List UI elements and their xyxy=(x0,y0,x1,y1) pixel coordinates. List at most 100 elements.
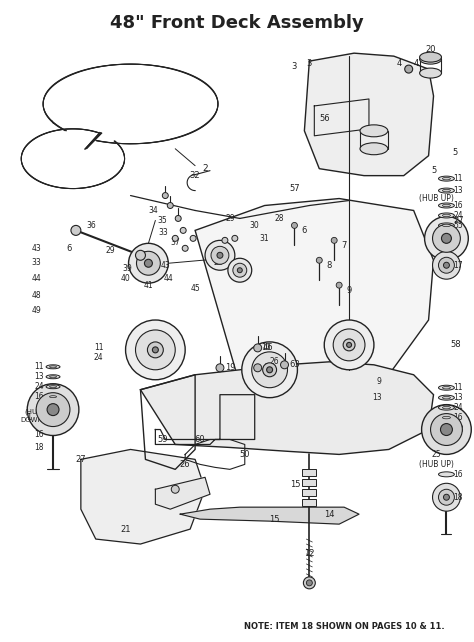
Bar xyxy=(302,480,316,486)
Text: 28: 28 xyxy=(275,214,284,223)
Text: 36: 36 xyxy=(86,221,96,230)
Text: 27: 27 xyxy=(75,455,86,464)
Text: 43: 43 xyxy=(31,244,41,253)
Circle shape xyxy=(36,393,70,426)
Circle shape xyxy=(333,329,365,361)
Circle shape xyxy=(171,485,179,493)
Text: 23: 23 xyxy=(38,403,48,412)
Circle shape xyxy=(180,227,186,234)
Ellipse shape xyxy=(442,204,450,207)
Text: 30: 30 xyxy=(250,221,260,230)
Text: 11: 11 xyxy=(454,383,463,392)
Circle shape xyxy=(346,342,352,347)
Ellipse shape xyxy=(438,472,455,477)
Ellipse shape xyxy=(442,224,450,227)
Text: 26: 26 xyxy=(270,358,279,367)
Text: 11: 11 xyxy=(94,343,103,352)
Text: 18: 18 xyxy=(454,492,463,502)
Circle shape xyxy=(316,257,322,263)
Text: 55: 55 xyxy=(454,221,463,230)
Text: 3: 3 xyxy=(292,62,297,71)
Circle shape xyxy=(425,216,468,260)
Ellipse shape xyxy=(442,177,450,180)
Text: 17: 17 xyxy=(454,261,463,270)
Text: 48: 48 xyxy=(31,291,41,300)
Ellipse shape xyxy=(50,376,56,377)
Circle shape xyxy=(433,251,460,279)
Circle shape xyxy=(233,263,247,277)
Ellipse shape xyxy=(50,386,56,388)
Text: 32: 32 xyxy=(190,171,201,180)
Polygon shape xyxy=(81,449,205,544)
Text: 57: 57 xyxy=(289,184,300,193)
Text: 8: 8 xyxy=(327,261,332,270)
Text: 35: 35 xyxy=(157,216,167,225)
Text: 18: 18 xyxy=(453,425,464,434)
Ellipse shape xyxy=(438,213,455,218)
Circle shape xyxy=(136,330,175,370)
Bar xyxy=(302,469,316,476)
Text: 63: 63 xyxy=(289,360,300,369)
Circle shape xyxy=(343,339,355,351)
Text: 15: 15 xyxy=(269,515,280,524)
Circle shape xyxy=(126,320,185,380)
Ellipse shape xyxy=(360,125,388,137)
Circle shape xyxy=(336,282,342,288)
Text: 9: 9 xyxy=(346,286,352,295)
Ellipse shape xyxy=(419,52,441,62)
Text: 60: 60 xyxy=(195,435,205,444)
Circle shape xyxy=(440,424,452,435)
Circle shape xyxy=(205,240,235,270)
Circle shape xyxy=(430,413,462,446)
Text: 44: 44 xyxy=(31,273,41,282)
Circle shape xyxy=(136,250,146,260)
Ellipse shape xyxy=(438,223,455,228)
Circle shape xyxy=(444,262,449,268)
Circle shape xyxy=(228,258,252,282)
Circle shape xyxy=(137,251,160,275)
Text: 7: 7 xyxy=(341,241,347,250)
Circle shape xyxy=(175,216,181,221)
Text: 46: 46 xyxy=(262,343,273,352)
Circle shape xyxy=(237,268,242,273)
Circle shape xyxy=(172,236,178,241)
Polygon shape xyxy=(140,362,434,455)
Circle shape xyxy=(441,234,451,243)
Circle shape xyxy=(222,238,228,243)
Text: 41: 41 xyxy=(144,281,153,290)
Ellipse shape xyxy=(46,395,60,399)
Text: 56: 56 xyxy=(319,114,329,123)
Text: 49: 49 xyxy=(31,306,41,315)
Text: 33: 33 xyxy=(158,228,168,237)
Circle shape xyxy=(438,257,455,273)
Ellipse shape xyxy=(442,214,450,217)
Circle shape xyxy=(444,494,449,500)
Text: 4: 4 xyxy=(396,58,401,67)
Text: 58: 58 xyxy=(450,340,461,349)
Circle shape xyxy=(263,363,276,377)
Text: (HUB UP): (HUB UP) xyxy=(419,194,454,203)
Ellipse shape xyxy=(442,416,450,419)
Circle shape xyxy=(182,245,188,251)
Circle shape xyxy=(292,222,297,229)
Circle shape xyxy=(303,577,315,589)
Text: 12: 12 xyxy=(304,550,315,559)
Text: 43: 43 xyxy=(160,261,170,270)
Circle shape xyxy=(421,404,471,455)
Circle shape xyxy=(162,193,168,198)
Text: 4: 4 xyxy=(414,58,419,67)
Text: 15: 15 xyxy=(290,480,301,489)
Circle shape xyxy=(27,384,79,435)
Text: 13: 13 xyxy=(454,393,463,402)
Ellipse shape xyxy=(46,365,60,369)
Text: 24: 24 xyxy=(454,403,463,412)
Ellipse shape xyxy=(438,203,455,208)
Text: 16: 16 xyxy=(34,430,44,439)
Text: 1: 1 xyxy=(27,413,32,422)
Polygon shape xyxy=(304,53,434,176)
Circle shape xyxy=(281,361,289,369)
Ellipse shape xyxy=(360,143,388,155)
Ellipse shape xyxy=(442,189,450,192)
Text: NOTE: ITEM 18 SHOWN ON PAGES 10 & 11.: NOTE: ITEM 18 SHOWN ON PAGES 10 & 11. xyxy=(244,622,445,631)
Circle shape xyxy=(254,344,262,352)
